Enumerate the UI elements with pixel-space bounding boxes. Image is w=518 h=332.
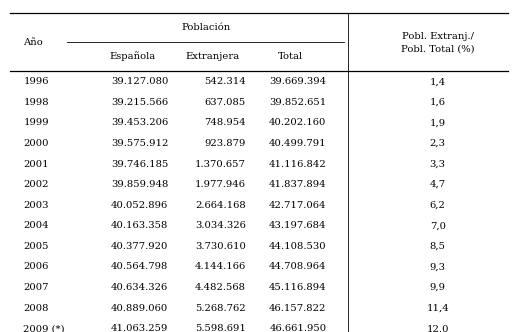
Text: 9,9: 9,9 bbox=[430, 283, 445, 292]
Text: 1998: 1998 bbox=[23, 98, 49, 107]
Text: 2000: 2000 bbox=[23, 139, 49, 148]
Text: 39.852.651: 39.852.651 bbox=[269, 98, 326, 107]
Text: 41.837.894: 41.837.894 bbox=[269, 180, 326, 189]
Text: 40.052.896: 40.052.896 bbox=[111, 201, 168, 210]
Text: 2,3: 2,3 bbox=[430, 139, 445, 148]
Text: Extranjera: Extranjera bbox=[185, 52, 239, 61]
Text: 40.889.060: 40.889.060 bbox=[111, 303, 168, 313]
Text: 12,0: 12,0 bbox=[426, 324, 449, 332]
Text: 39.127.080: 39.127.080 bbox=[111, 77, 168, 86]
Text: 1.370.657: 1.370.657 bbox=[195, 159, 246, 169]
Text: 39.859.948: 39.859.948 bbox=[111, 180, 168, 189]
Text: 2009 (*): 2009 (*) bbox=[23, 324, 65, 332]
Text: 748.954: 748.954 bbox=[205, 118, 246, 127]
Text: 8,5: 8,5 bbox=[430, 242, 445, 251]
Text: 1,4: 1,4 bbox=[429, 77, 446, 86]
Text: 542.314: 542.314 bbox=[204, 77, 246, 86]
Text: 4,7: 4,7 bbox=[429, 180, 446, 189]
Text: 3,3: 3,3 bbox=[430, 159, 445, 169]
Text: 39.453.206: 39.453.206 bbox=[111, 118, 168, 127]
Text: 39.215.566: 39.215.566 bbox=[111, 98, 168, 107]
Text: 637.085: 637.085 bbox=[205, 98, 246, 107]
Text: 4.482.568: 4.482.568 bbox=[195, 283, 246, 292]
Text: 6,2: 6,2 bbox=[430, 201, 445, 210]
Text: 1,6: 1,6 bbox=[430, 98, 445, 107]
Text: 923.879: 923.879 bbox=[205, 139, 246, 148]
Text: 1,9: 1,9 bbox=[429, 118, 446, 127]
Text: 2.664.168: 2.664.168 bbox=[195, 201, 246, 210]
Text: 1999: 1999 bbox=[23, 118, 49, 127]
Text: Pobl. Extranj./
Pobl. Total (%): Pobl. Extranj./ Pobl. Total (%) bbox=[401, 32, 474, 53]
Text: 7,0: 7,0 bbox=[430, 221, 445, 230]
Text: 39.669.394: 39.669.394 bbox=[269, 77, 326, 86]
Text: 2005: 2005 bbox=[23, 242, 49, 251]
Text: 2003: 2003 bbox=[23, 201, 49, 210]
Text: 1996: 1996 bbox=[23, 77, 49, 86]
Text: 43.197.684: 43.197.684 bbox=[269, 221, 326, 230]
Text: 5.268.762: 5.268.762 bbox=[195, 303, 246, 313]
Text: 1.977.946: 1.977.946 bbox=[195, 180, 246, 189]
Text: Población: Población bbox=[181, 23, 231, 32]
Text: 11,4: 11,4 bbox=[426, 303, 449, 313]
Text: 41.116.842: 41.116.842 bbox=[269, 159, 326, 169]
Text: 39.746.185: 39.746.185 bbox=[111, 159, 168, 169]
Text: 2007: 2007 bbox=[23, 283, 49, 292]
Text: Año: Año bbox=[23, 38, 43, 47]
Text: 44.708.964: 44.708.964 bbox=[269, 262, 326, 272]
Text: 44.108.530: 44.108.530 bbox=[269, 242, 326, 251]
Text: 2008: 2008 bbox=[23, 303, 49, 313]
Text: 2006: 2006 bbox=[23, 262, 49, 272]
Text: 9,3: 9,3 bbox=[430, 262, 445, 272]
Text: 3.034.326: 3.034.326 bbox=[195, 221, 246, 230]
Text: 40.377.920: 40.377.920 bbox=[111, 242, 168, 251]
Text: 42.717.064: 42.717.064 bbox=[269, 201, 326, 210]
Text: 4.144.166: 4.144.166 bbox=[195, 262, 246, 272]
Text: 2002: 2002 bbox=[23, 180, 49, 189]
Text: Española: Española bbox=[109, 51, 155, 61]
Text: 2004: 2004 bbox=[23, 221, 49, 230]
Text: Total: Total bbox=[278, 52, 303, 61]
Text: 41.063.259: 41.063.259 bbox=[111, 324, 168, 332]
Text: 46.157.822: 46.157.822 bbox=[269, 303, 326, 313]
Text: 40.163.358: 40.163.358 bbox=[111, 221, 168, 230]
Text: 40.202.160: 40.202.160 bbox=[269, 118, 326, 127]
Text: 40.634.326: 40.634.326 bbox=[111, 283, 168, 292]
Text: 40.564.798: 40.564.798 bbox=[111, 262, 168, 272]
Text: 46.661.950: 46.661.950 bbox=[269, 324, 326, 332]
Text: 5.598.691: 5.598.691 bbox=[195, 324, 246, 332]
Text: 39.575.912: 39.575.912 bbox=[111, 139, 168, 148]
Text: 3.730.610: 3.730.610 bbox=[195, 242, 246, 251]
Text: 2001: 2001 bbox=[23, 159, 49, 169]
Text: 45.116.894: 45.116.894 bbox=[269, 283, 326, 292]
Text: 40.499.791: 40.499.791 bbox=[269, 139, 326, 148]
